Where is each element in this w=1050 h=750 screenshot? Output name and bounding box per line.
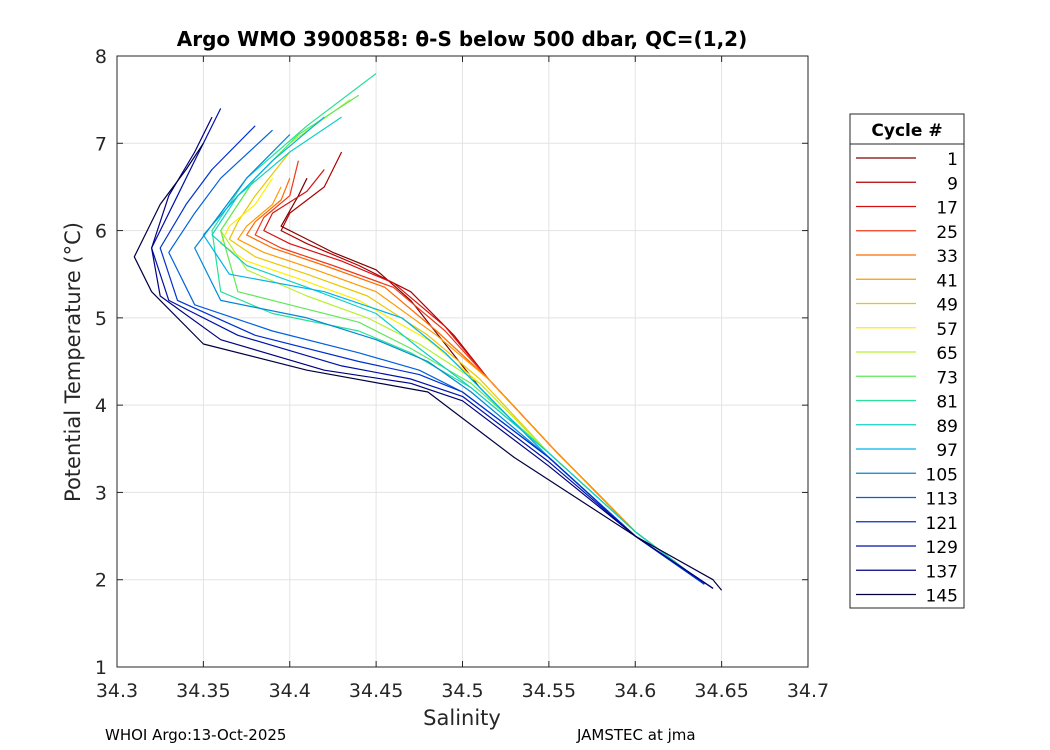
legend-entry-label: 81 — [936, 393, 958, 413]
legend-entry-label: 1 — [947, 150, 958, 170]
legend-entry-label: 49 — [936, 296, 958, 316]
y-tick-label: 8 — [95, 46, 107, 68]
y-tick-label: 5 — [95, 308, 107, 330]
y-tick-label: 3 — [95, 482, 107, 504]
legend-entry-label: 97 — [936, 441, 958, 461]
x-tick-label: 34.45 — [349, 680, 403, 702]
legend-entry-label: 137 — [926, 562, 958, 582]
y-axis-label: Potential Temperature (°C) — [61, 222, 85, 502]
series-line-cycle-121 — [159, 125, 705, 585]
series-line-cycle-129 — [151, 108, 714, 589]
legend-entry-label: 25 — [936, 223, 958, 243]
footer-credit: JAMSTEC at jma — [577, 726, 696, 744]
legend-entry-label: 113 — [926, 490, 958, 510]
legend-entry-label: 9 — [947, 174, 958, 194]
x-tick-label: 34.65 — [694, 680, 748, 702]
series-line-cycle-41 — [237, 186, 705, 585]
chart-title: Argo WMO 3900858: θ-S below 500 dbar, QC… — [177, 27, 747, 51]
legend-entry-label: 145 — [926, 587, 958, 607]
x-tick-label: 34.4 — [269, 680, 311, 702]
legend-entry-label: 129 — [926, 538, 958, 558]
footer-source-date: WHOI Argo:13-Oct-2025 — [105, 726, 287, 744]
y-tick-label: 4 — [95, 395, 107, 417]
legend-entry-label: 33 — [936, 247, 958, 267]
y-tick-label: 2 — [95, 570, 107, 592]
legend-title: Cycle # — [871, 121, 942, 141]
legend-entry-label: 73 — [936, 368, 958, 388]
legend: Cycle # 1 9 17 25 33 41 49 57 65 73 81 89 97 105 113 12… — [849, 113, 965, 609]
x-tick-label: 34.6 — [614, 680, 656, 702]
x-tick-label: 34.35 — [176, 680, 230, 702]
legend-entry-label: 105 — [926, 465, 958, 485]
y-tick-label: 6 — [95, 221, 107, 243]
x-axis-label: Salinity — [423, 706, 501, 730]
series-line-cycle-137 — [151, 116, 714, 589]
series-line-cycle-145 — [133, 142, 723, 591]
axis-ticks: 34.3 34.35 34.4 34.45 34.5 34.55 34.6 34.65 34.7… — [95, 46, 829, 702]
y-tick-label: 7 — [95, 133, 107, 155]
legend-entry-label: 65 — [936, 344, 958, 364]
legend-entry-label: 41 — [936, 271, 958, 291]
legend-entry-label: 57 — [936, 320, 958, 340]
x-tick-label: 34.7 — [787, 680, 829, 702]
legend-entries: 1 9 17 25 33 41 49 57 65 73 81 89 97 105 113 121 129 137 1… — [856, 150, 958, 607]
series-lines — [133, 73, 723, 591]
legend-entry-label: 121 — [926, 514, 958, 534]
x-tick-label: 34.55 — [522, 680, 576, 702]
legend-entry-label: 17 — [936, 199, 958, 219]
x-tick-label: 34.3 — [96, 680, 138, 702]
x-tick-label: 34.5 — [441, 680, 483, 702]
legend-box — [849, 113, 965, 609]
series-line-cycle-89 — [211, 116, 705, 585]
y-tick-label: 1 — [95, 657, 107, 679]
legend-entry-label: 89 — [936, 417, 958, 437]
